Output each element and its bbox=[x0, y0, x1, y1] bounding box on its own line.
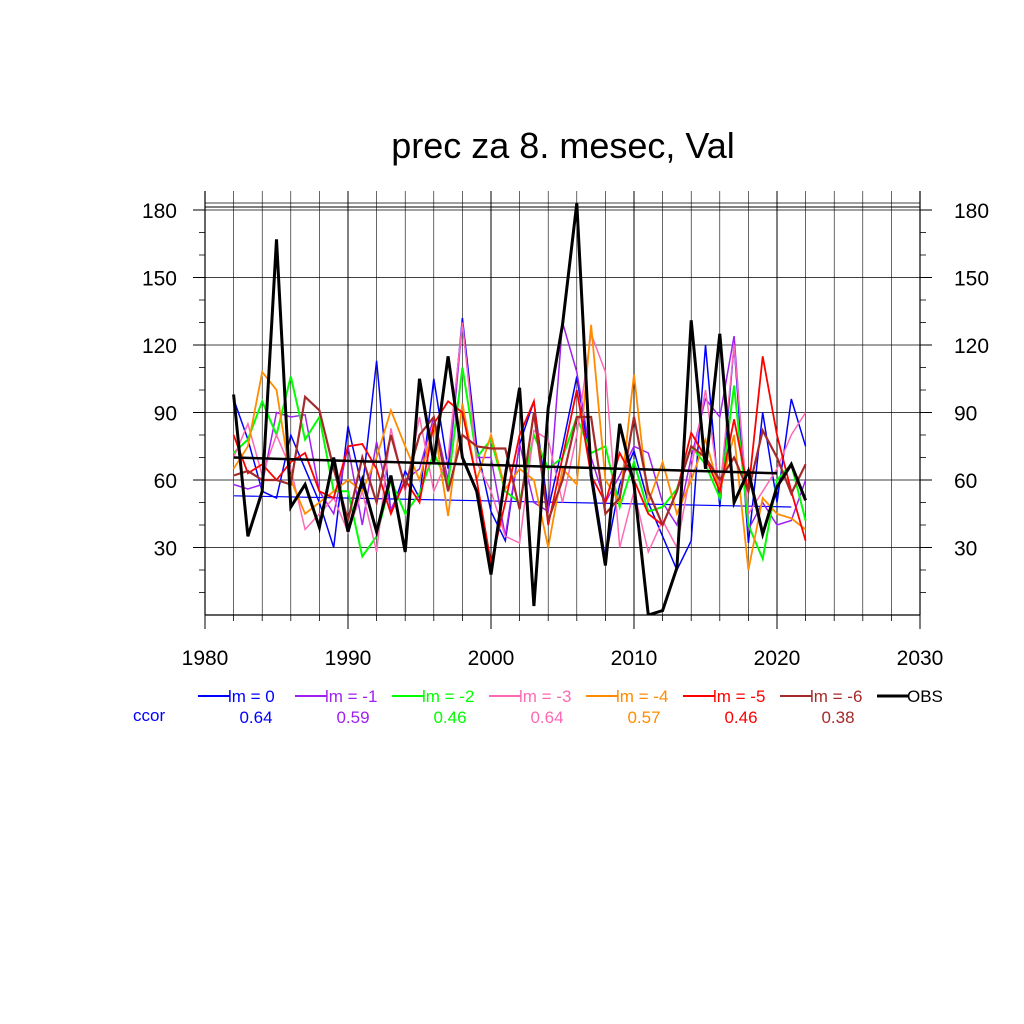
legend-label-6: lm = -6 bbox=[810, 687, 862, 706]
y-tick-label-right: 60 bbox=[954, 470, 977, 493]
x-tick-label: 2000 bbox=[468, 647, 515, 670]
x-tick-label: 2010 bbox=[611, 647, 658, 670]
x-tick-label: 2030 bbox=[897, 647, 944, 670]
legend-ccor-5: 0.46 bbox=[724, 708, 757, 727]
legend-label-1: lm = -1 bbox=[325, 687, 377, 706]
chart-title: prec za 8. mesec, Val bbox=[391, 125, 734, 166]
y-tick-label-left: 60 bbox=[154, 470, 177, 493]
legend-label-7: OBS bbox=[907, 687, 943, 706]
series-lines bbox=[232, 203, 807, 615]
y-tick-label-left: 150 bbox=[142, 268, 177, 291]
x-tick-label: 1980 bbox=[182, 647, 229, 670]
y-tick-label-right: 150 bbox=[954, 268, 989, 291]
grid bbox=[204, 191, 921, 615]
legend-label-5: lm = -5 bbox=[713, 687, 765, 706]
legend: lm = 0 0.64 lm = -1 0.59 lm = -2 0.46 lm = -3 0… bbox=[133, 687, 943, 727]
legend-ccor-4: 0.57 bbox=[627, 708, 660, 727]
legend-label-2: lm = -2 bbox=[422, 687, 474, 706]
axes bbox=[204, 191, 921, 616]
series-line-1 bbox=[233, 322, 807, 537]
y-tick-label-right: 180 bbox=[954, 200, 989, 223]
legend-label-4: lm = -4 bbox=[616, 687, 668, 706]
series-line-6 bbox=[233, 394, 807, 528]
legend-ccor-3: 0.64 bbox=[530, 708, 563, 727]
trend-line-7 bbox=[233, 456, 778, 475]
y-tick-label-left: 30 bbox=[154, 538, 177, 561]
y-tick-label-right: 120 bbox=[954, 335, 989, 358]
x-axis-ticks: 1980 1990 2000 2010 2020 2030 bbox=[182, 615, 944, 670]
series-line-7 bbox=[232, 203, 807, 615]
plot-area bbox=[232, 203, 807, 615]
x-tick-label: 2020 bbox=[754, 647, 801, 670]
legend-ccor-0: 0.64 bbox=[239, 708, 272, 727]
legend-ccor-2: 0.46 bbox=[433, 708, 466, 727]
legend-ccor-1: 0.59 bbox=[336, 708, 369, 727]
y-tick-label-right: 90 bbox=[954, 403, 977, 426]
y-tick-label-left: 180 bbox=[142, 200, 177, 223]
y-tick-label-right: 30 bbox=[954, 538, 977, 561]
legend-ccor-6: 0.38 bbox=[821, 708, 854, 727]
legend-label-3: lm = -3 bbox=[519, 687, 571, 706]
legend-label-0: lm = 0 bbox=[228, 687, 275, 706]
ccor-label: ccor bbox=[133, 706, 165, 725]
x-tick-label: 1990 bbox=[325, 647, 372, 670]
y-tick-label-left: 120 bbox=[142, 335, 177, 358]
y-tick-label-left: 90 bbox=[154, 403, 177, 426]
y-axis-ticks: 30 30 60 60 90 90 120 120 150 150 180 180 bbox=[142, 200, 989, 593]
series-line-5 bbox=[232, 356, 807, 564]
